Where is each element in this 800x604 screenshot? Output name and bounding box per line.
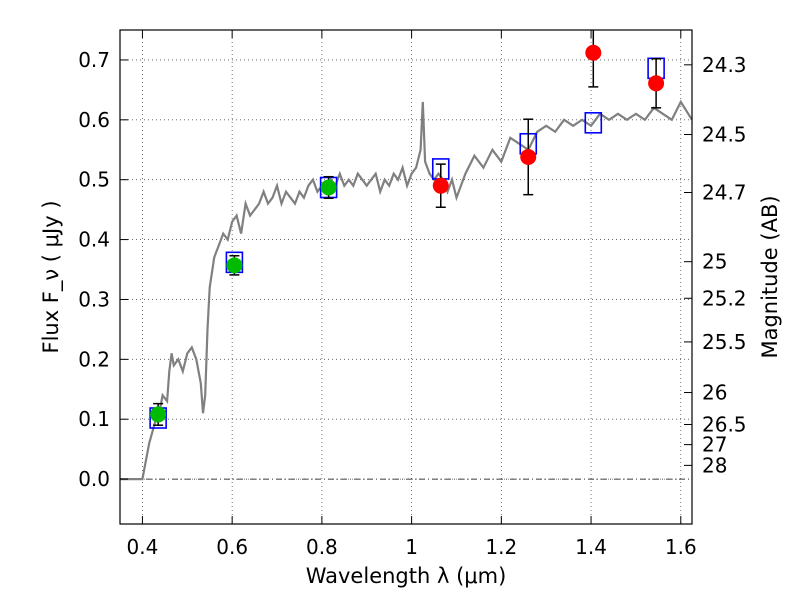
y-tick-label: 0.4 <box>78 228 110 252</box>
y-axis-label: Flux F_ν ( μJy ) <box>39 200 64 353</box>
x-tick-label: 1 <box>405 535 418 559</box>
x-axis-label: Wavelength λ (μm) <box>306 564 507 588</box>
right-tick-label: 24.5 <box>702 123 747 147</box>
right-tick-label: 27 <box>702 433 727 457</box>
infrared-point <box>432 177 449 194</box>
right-tick-label: 25.2 <box>702 286 747 310</box>
y-tick-label: 0.0 <box>78 467 110 491</box>
right-tick-label: 26 <box>702 381 727 405</box>
plot-frame <box>119 29 693 525</box>
right-tick-label: 24.7 <box>702 180 747 204</box>
y-tick-label: 0.2 <box>78 347 110 371</box>
y-tick-label: 0.3 <box>78 287 110 311</box>
x-tick-label: 0.4 <box>127 535 159 559</box>
optical-point <box>320 179 337 196</box>
x-tick-label: 1.4 <box>575 535 607 559</box>
x-tick-label: 1.2 <box>485 535 517 559</box>
y-tick-label: 0.1 <box>78 407 110 431</box>
optical-point <box>150 406 167 423</box>
x-tick-label: 1.6 <box>665 535 697 559</box>
y-tick-label: 0.7 <box>78 48 110 72</box>
x-tick-label: 0.8 <box>306 535 338 559</box>
data-layer <box>120 30 692 481</box>
right-tick-label: 24.3 <box>702 53 747 77</box>
infrared-point <box>648 75 665 92</box>
grid-layer <box>120 30 692 524</box>
right-tick-label: 25 <box>702 250 727 274</box>
tick-layer: 0.4 0.6 0.8 1 1.2 1.4 1.6 0.0 0.1 0.2 0.3 0.4 0.5 0.6… <box>78 30 747 559</box>
right-tick-label: 28 <box>702 453 727 477</box>
right-tick-label: 25.5 <box>702 330 747 354</box>
y-tick-label: 0.5 <box>78 168 110 192</box>
infrared-point <box>520 148 537 165</box>
x-tick-label: 0.6 <box>216 535 248 559</box>
model-photometry-square <box>584 112 603 134</box>
y-tick-label: 0.6 <box>78 108 110 132</box>
model-spectrum-line <box>120 99 692 481</box>
right-tick-label: 26.5 <box>702 412 747 436</box>
right-axis-label: Magnitude (AB) <box>758 195 782 358</box>
optical-point <box>226 257 243 274</box>
infrared-point <box>585 44 602 61</box>
